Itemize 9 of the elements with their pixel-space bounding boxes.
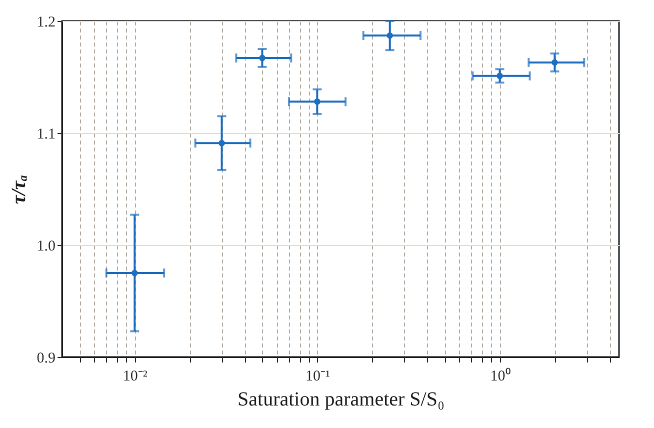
y-tick-label: 1.1 <box>36 126 56 142</box>
x-tick-label: 10⁰ <box>490 368 510 384</box>
y-tick-label: 0.9 <box>36 350 56 366</box>
x-axis-title: Saturation parameter S/S₀ <box>238 388 444 410</box>
y-tick-label: 1.0 <box>36 238 56 254</box>
x-tick-label: 10⁻² <box>122 368 148 384</box>
y-axis-title: τ/τₐ <box>8 174 30 204</box>
y-tick-label: 1.2 <box>36 14 56 30</box>
x-tick-label: 10⁻¹ <box>305 368 330 384</box>
